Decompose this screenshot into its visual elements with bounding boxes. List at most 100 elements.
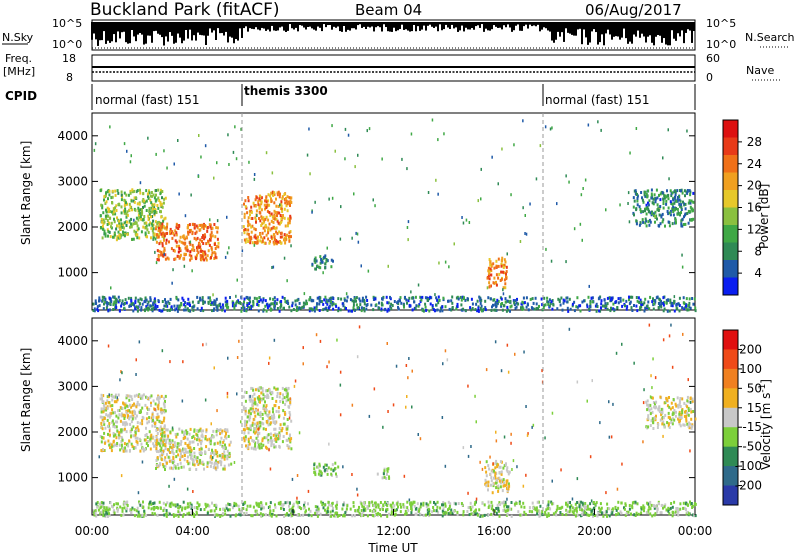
scatter-cell <box>684 222 687 226</box>
scatter-cell <box>164 394 167 398</box>
scatter-cell <box>155 467 157 470</box>
scatter-cell <box>157 196 160 200</box>
scatter-cell <box>146 406 149 410</box>
scatter-cell <box>158 222 161 226</box>
scatter-cell <box>147 195 149 198</box>
scatter-cell <box>122 513 125 517</box>
scatter-cell <box>634 189 637 193</box>
scatter-cell <box>102 436 105 440</box>
scatter-cell <box>168 438 171 442</box>
scatter-cell <box>655 188 658 192</box>
scatter-cell <box>674 193 677 197</box>
scatter-cell <box>487 296 490 300</box>
scatter-cell <box>209 233 212 237</box>
scatter-cell <box>499 503 502 506</box>
scatter-cell <box>128 208 131 212</box>
scatter-cell <box>152 193 155 197</box>
scatter-cell <box>399 296 402 300</box>
scatter-cell <box>681 411 684 415</box>
scatter-cell <box>290 309 293 313</box>
scatter-cell <box>188 303 191 306</box>
scatter-cell <box>170 305 173 309</box>
scatter-cell <box>338 514 341 517</box>
scatter-cell <box>391 501 394 505</box>
scatter-cell <box>317 509 320 513</box>
scatter-cell <box>268 211 271 214</box>
scatter-cell <box>224 303 227 307</box>
scatter-cell <box>189 240 192 244</box>
scatter-cell <box>352 300 355 304</box>
scatter-cell <box>269 421 272 425</box>
scatter-cell <box>671 406 674 410</box>
scatter-cell <box>113 296 116 299</box>
scatter-cell <box>206 229 209 233</box>
scatter-cell <box>649 220 652 224</box>
scatter-cell <box>190 511 193 515</box>
scatter-cell <box>202 242 205 245</box>
scatter-cell <box>292 502 295 506</box>
scatter-cell <box>224 446 227 450</box>
scatter-cell <box>503 278 506 282</box>
scatter-cell <box>158 199 161 202</box>
scatter-cell <box>199 249 202 253</box>
scatter-cell <box>495 511 498 515</box>
scatter-cell <box>109 125 111 129</box>
scatter-cell <box>140 306 143 310</box>
scatter-cell <box>370 303 373 307</box>
scatter-cell <box>673 500 676 504</box>
scatter-cell <box>633 513 636 517</box>
scatter-cell <box>334 504 337 508</box>
colorbar-cell <box>723 225 738 243</box>
scatter-cell <box>164 447 167 451</box>
scatter-cell <box>591 300 594 304</box>
scatter-cell <box>185 450 187 454</box>
scatter-cell <box>185 432 188 436</box>
scatter-cell <box>678 415 681 419</box>
scatter-cell <box>283 238 285 242</box>
scatter-cell <box>381 157 383 161</box>
scatter-cell <box>210 303 212 306</box>
scatter-cell <box>273 235 276 239</box>
scatter-cell <box>177 443 180 447</box>
scatter-cell <box>493 266 496 270</box>
y-tick-label: 3000 <box>57 174 88 188</box>
scatter-cell <box>661 212 664 216</box>
scatter-cell <box>139 297 142 301</box>
scatter-cell <box>92 309 95 312</box>
scatter-cell <box>224 443 226 447</box>
scatter-cell <box>576 296 579 300</box>
scatter-cell <box>190 254 193 258</box>
scatter-cell <box>139 396 142 400</box>
scatter-cell <box>328 304 331 308</box>
scatter-cell <box>410 501 413 505</box>
scatter-cell <box>667 411 670 415</box>
scatter-cell <box>152 219 155 223</box>
scatter-cell <box>306 302 308 306</box>
scatter-cell <box>257 200 260 204</box>
scatter-cell <box>166 304 169 308</box>
nave-tick-min: 0 <box>706 71 713 84</box>
scatter-cell <box>484 306 487 310</box>
scatter-cell <box>100 203 103 207</box>
scatter-cell <box>450 299 453 303</box>
scatter-cell <box>422 309 425 313</box>
scatter-cell <box>159 203 162 207</box>
scatter-cell <box>250 230 253 234</box>
scatter-cell <box>217 461 220 464</box>
scatter-cell <box>177 466 180 470</box>
scatter-cell <box>324 508 326 512</box>
scatter-cell <box>684 410 686 414</box>
scatter-cell <box>208 223 211 227</box>
scatter-cell <box>151 224 154 227</box>
scatter-cell <box>257 388 260 392</box>
scatter-cell <box>426 296 429 300</box>
scatter-cell <box>253 227 256 231</box>
scatter-cell <box>489 260 492 264</box>
scatter-cell <box>287 386 290 390</box>
scatter-cell <box>243 231 246 235</box>
colorbar-cell <box>723 120 738 138</box>
scatter-cell <box>177 139 179 142</box>
scatter-cell <box>173 460 176 464</box>
scatter-cell <box>163 443 166 446</box>
colorbar-cell <box>723 137 738 156</box>
